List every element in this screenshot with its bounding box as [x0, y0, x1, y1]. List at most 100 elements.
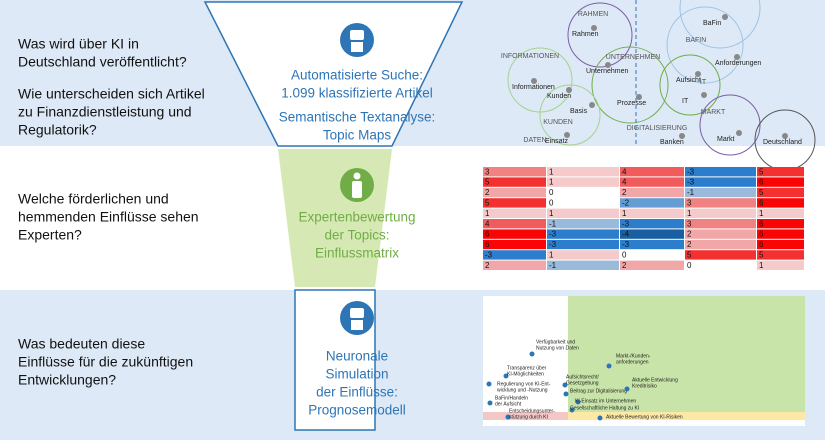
matrix-cell — [547, 187, 619, 198]
cluster-label: MARKT — [701, 109, 726, 116]
term-label: Informationen — [512, 84, 555, 91]
matrix-value: 0 — [549, 199, 554, 208]
matrix-cell — [483, 219, 546, 229]
matrix-cell — [620, 177, 684, 187]
cluster-label: IT — [700, 79, 707, 86]
forecast-point — [486, 381, 492, 387]
funnel-line: Automatisierte Suche: — [291, 68, 423, 83]
matrix-value: -4 — [622, 230, 630, 239]
matrix-value: 5 — [687, 251, 692, 260]
matrix-cell — [620, 239, 684, 250]
matrix-value: 2 — [687, 240, 692, 249]
matrix-value: -1 — [549, 219, 557, 228]
forecast-point — [505, 414, 511, 420]
robot-icon — [340, 301, 374, 335]
term-label: Deutschland — [763, 139, 802, 146]
matrix-cell — [757, 239, 804, 250]
cluster-label: UNTERNEHMEN — [606, 54, 660, 61]
funnel-line: Prognosemodell — [308, 403, 406, 418]
matrix-value: 1 — [549, 167, 554, 176]
question-line: Was bedeuten diese — [18, 336, 145, 352]
term-label: Kunden — [547, 93, 571, 100]
matrix-cell — [483, 177, 546, 187]
question-line: Deutschland veröffentlicht? — [18, 54, 187, 70]
funnel-line: Einflussmatrix — [315, 246, 399, 261]
term-label: BaFin — [703, 20, 721, 27]
cluster-label: INFORMATIONEN — [501, 53, 559, 60]
funnel-line: Semantische Textanalyse: — [279, 110, 436, 125]
matrix-value: 1 — [549, 209, 554, 218]
forecast-point — [487, 400, 493, 406]
matrix-cell — [483, 187, 546, 198]
matrix-value: 2 — [622, 261, 627, 270]
matrix-cell — [620, 250, 684, 260]
forecast-point — [569, 407, 575, 413]
matrix-cell — [620, 229, 684, 239]
matrix-cell — [685, 260, 756, 270]
matrix-cell — [547, 167, 619, 177]
forecast-label: Beitrag zur Digitalisierung — [570, 388, 627, 394]
forecast-label: wicklung und -Nutzung — [497, 387, 548, 393]
matrix-cell — [757, 198, 804, 208]
matrix-value: 5 — [485, 199, 490, 208]
matrix-cell — [757, 229, 804, 239]
matrix-value: 6 — [759, 240, 764, 249]
funnel-line: Expertenbewertung — [298, 210, 415, 225]
matrix-value: -3 — [687, 178, 695, 187]
matrix-value: 1 — [622, 209, 627, 218]
question-line: Welche förderlichen und — [18, 191, 169, 207]
matrix-cell — [685, 177, 756, 187]
matrix-value: -3 — [549, 240, 557, 249]
matrix-value: 3 — [687, 219, 692, 228]
matrix-value: 4 — [485, 219, 490, 228]
matrix-cell — [620, 208, 684, 218]
matrix-value: 1 — [759, 209, 764, 218]
matrix-value: 5 — [485, 178, 490, 187]
term-node — [679, 133, 685, 139]
forecast-label: der Aufsicht — [495, 401, 522, 407]
funnel-top — [203, 1, 464, 147]
matrix-value: 2 — [485, 261, 490, 270]
matrix-cell — [483, 260, 546, 270]
matrix-cell — [547, 239, 619, 250]
matrix-cell — [483, 239, 546, 250]
term-node — [531, 78, 537, 84]
question-line: Entwicklungen? — [18, 372, 116, 388]
question-line: Experten? — [18, 227, 82, 243]
forecast-label: BaFin/Handeln — [495, 395, 528, 401]
cluster-label: DIGITALISIERUNG — [627, 125, 688, 132]
matrix-value: -2 — [622, 199, 630, 208]
term-node — [589, 102, 595, 108]
term-node — [695, 71, 701, 77]
term-node — [734, 54, 740, 60]
term-node — [605, 62, 611, 68]
matrix-cell — [685, 219, 756, 229]
matrix-value: 0 — [622, 251, 627, 260]
forecast-label: stützung durch KI — [509, 414, 548, 420]
matrix-cell — [483, 229, 546, 239]
matrix-cell — [685, 187, 756, 198]
matrix-cell — [757, 167, 804, 177]
funnel-line: Topic Maps — [323, 128, 392, 143]
cluster-label: DATEN — [523, 137, 546, 144]
matrix-value: -3 — [687, 167, 695, 176]
question-line: Einflüsse für die zukünftigen — [18, 354, 193, 370]
forecast-label: Nutzung von Daten — [536, 345, 579, 351]
matrix-value: 6 — [759, 219, 764, 228]
matrix-cell — [547, 219, 619, 229]
matrix-cell — [757, 219, 804, 229]
term-node — [722, 14, 728, 20]
cluster-label: KUNDEN — [543, 119, 573, 126]
cluster-label: BAFIN — [686, 37, 707, 44]
term-node — [566, 87, 572, 93]
matrix-cell — [483, 167, 546, 177]
term-label: Unternehmen — [586, 68, 629, 75]
matrix-cell — [483, 198, 546, 208]
matrix-cell — [620, 219, 684, 229]
term-node — [701, 92, 707, 98]
matrix-cell — [483, 208, 546, 218]
forecast-label: KI-Möglichkeiten — [507, 371, 544, 377]
forecast-point — [562, 382, 568, 388]
matrix-value: 2 — [687, 230, 692, 239]
